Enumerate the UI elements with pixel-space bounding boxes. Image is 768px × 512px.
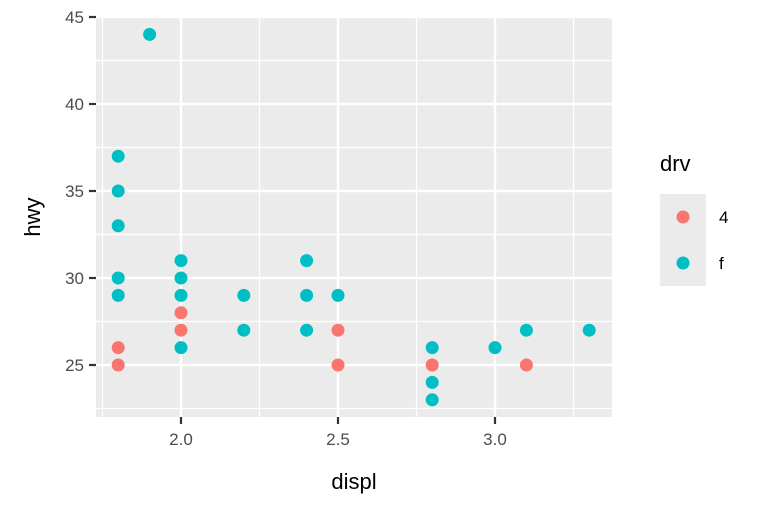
y-tick-label: 40 bbox=[65, 95, 84, 114]
y-tick-label: 35 bbox=[65, 182, 84, 201]
x-axis: 2.0 2.5 3.0 bbox=[169, 417, 507, 449]
data-points bbox=[111, 27, 596, 407]
data-point-f bbox=[111, 288, 125, 302]
data-point-f bbox=[111, 184, 125, 198]
data-point-f bbox=[237, 323, 251, 337]
legend-title: drv bbox=[660, 151, 691, 176]
legend-label-f: f bbox=[719, 254, 724, 273]
y-axis-title: hwy bbox=[20, 197, 45, 236]
y-tick-label: 30 bbox=[65, 269, 84, 288]
x-tick-label: 2.0 bbox=[169, 430, 193, 449]
data-point-4 bbox=[111, 358, 125, 372]
legend-key-f bbox=[676, 256, 690, 270]
data-point-f bbox=[425, 393, 439, 407]
data-point-f bbox=[582, 323, 596, 337]
data-point-f bbox=[143, 27, 157, 41]
data-point-4 bbox=[174, 323, 188, 337]
x-tick-label: 2.5 bbox=[326, 430, 350, 449]
data-point-4 bbox=[331, 358, 345, 372]
legend-label-4: 4 bbox=[719, 208, 728, 227]
legend: drv 4 f bbox=[660, 151, 728, 286]
data-point-f bbox=[174, 288, 188, 302]
legend-key-background bbox=[660, 194, 706, 286]
y-tick-label: 45 bbox=[65, 8, 84, 27]
data-point-4 bbox=[519, 358, 533, 372]
x-tick-label: 3.0 bbox=[483, 430, 507, 449]
y-tick-label: 25 bbox=[65, 356, 84, 375]
data-point-f bbox=[300, 254, 314, 268]
data-point-f bbox=[425, 341, 439, 355]
data-point-4 bbox=[111, 341, 125, 355]
data-point-f bbox=[331, 288, 345, 302]
data-point-f bbox=[111, 219, 125, 233]
data-point-4 bbox=[425, 358, 439, 372]
x-axis-title: displ bbox=[331, 469, 376, 494]
legend-key-4 bbox=[676, 210, 690, 224]
data-point-f bbox=[300, 323, 314, 337]
data-point-f bbox=[519, 323, 533, 337]
y-axis: 25 30 35 40 45 bbox=[65, 8, 96, 375]
data-point-f bbox=[111, 271, 125, 285]
data-point-f bbox=[425, 375, 439, 389]
data-point-f bbox=[174, 341, 188, 355]
data-point-f bbox=[111, 149, 125, 163]
data-point-f bbox=[300, 288, 314, 302]
data-point-4 bbox=[174, 306, 188, 320]
data-point-f bbox=[488, 341, 502, 355]
data-point-4 bbox=[331, 323, 345, 337]
plot-panel bbox=[96, 17, 612, 417]
data-point-f bbox=[237, 288, 251, 302]
data-point-f bbox=[174, 254, 188, 268]
data-point-f bbox=[174, 271, 188, 285]
